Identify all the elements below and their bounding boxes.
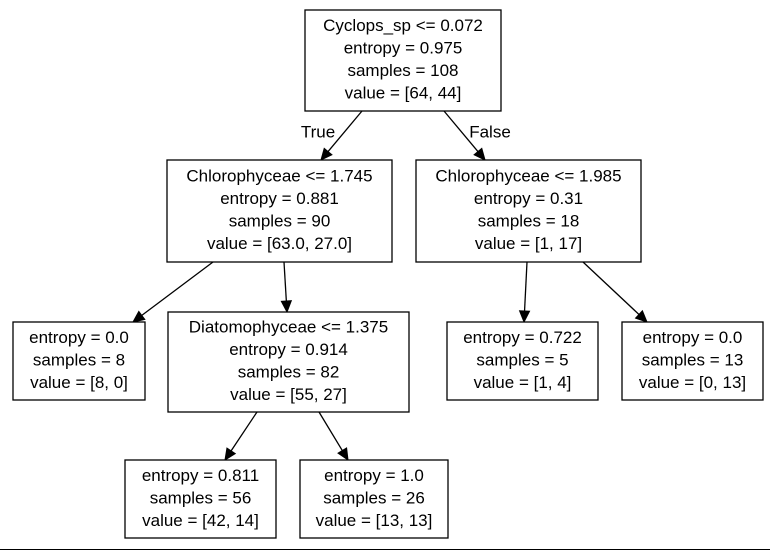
node-box bbox=[415, 159, 642, 263]
edge-n1-n3 bbox=[132, 261, 214, 323]
arrowhead-icon bbox=[224, 447, 237, 462]
tree-node-n7: entropy = 0.811 samples = 56 value = [42, … bbox=[124, 459, 277, 539]
node-line: entropy = 0.811 bbox=[142, 466, 259, 485]
node-line: entropy = 0.0 bbox=[643, 328, 743, 347]
node-box bbox=[167, 311, 410, 413]
arrowhead-icon bbox=[518, 310, 531, 324]
edge-line bbox=[141, 261, 214, 316]
edge-line bbox=[283, 261, 287, 302]
tree-node-n3: entropy = 0.0 samples = 8 value = [8, 0] bbox=[12, 321, 146, 401]
node-line: value = [42, 14] bbox=[142, 511, 259, 530]
edge-line bbox=[443, 110, 479, 152]
arrowhead-icon bbox=[280, 300, 293, 314]
node-line: entropy = 0.881 bbox=[220, 189, 339, 208]
edge-line bbox=[523, 261, 528, 312]
edge-line bbox=[318, 411, 343, 451]
edge-root-n2: False bbox=[443, 110, 511, 161]
node-line: entropy = 0.0 bbox=[29, 328, 129, 347]
node-line: value = [1, 4] bbox=[474, 373, 572, 392]
node-line: Cyclops_sp <= 0.072 bbox=[323, 16, 483, 35]
node-line: value = [64, 44] bbox=[345, 84, 462, 103]
arrowhead-icon bbox=[337, 447, 349, 462]
node-line: value = [63.0, 27.0] bbox=[207, 234, 352, 253]
nodes-layer: Cyclops_sp <= 0.072 entropy = 0.975 sample… bbox=[12, 9, 764, 539]
edge-n1-n4 bbox=[280, 261, 293, 314]
node-line: Chlorophyceae <= 1.745 bbox=[186, 167, 372, 186]
node-line: samples = 108 bbox=[347, 61, 458, 80]
edge-n2-n6 bbox=[582, 261, 648, 323]
tree-node-n2: Chlorophyceae <= 1.985 entropy = 0.31 samp… bbox=[415, 159, 642, 263]
node-line: samples = 5 bbox=[476, 350, 568, 369]
tree-node-n6: entropy = 0.0 samples = 13 value = [0, 13] bbox=[621, 321, 764, 401]
node-line: samples = 18 bbox=[478, 212, 580, 231]
node-line: samples = 82 bbox=[238, 363, 340, 382]
edge-label-true: True bbox=[301, 122, 335, 141]
edges-layer: True False bbox=[132, 110, 648, 462]
tree-node-root: Cyclops_sp <= 0.072 entropy = 0.975 sample… bbox=[304, 9, 502, 112]
node-line: samples = 56 bbox=[150, 488, 252, 507]
node-line: samples = 13 bbox=[642, 350, 744, 369]
tree-node-n8: entropy = 1.0 samples = 26 value = [13, 13… bbox=[299, 459, 449, 539]
node-box bbox=[299, 459, 449, 539]
node-line: entropy = 0.914 bbox=[229, 340, 348, 359]
arrowhead-icon bbox=[634, 309, 648, 323]
node-box bbox=[124, 459, 277, 539]
node-line: value = [0, 13] bbox=[639, 373, 746, 392]
arrowhead-icon bbox=[473, 147, 486, 161]
edge-n2-n5 bbox=[518, 261, 531, 324]
node-line: samples = 26 bbox=[323, 488, 425, 507]
node-box bbox=[621, 321, 764, 401]
node-line: samples = 90 bbox=[229, 212, 331, 231]
edge-line bbox=[327, 110, 363, 152]
arrowhead-icon bbox=[320, 147, 333, 161]
node-box bbox=[446, 321, 599, 401]
node-line: value = [8, 0] bbox=[30, 373, 128, 392]
node-line: entropy = 1.0 bbox=[324, 466, 424, 485]
edge-n4-n7 bbox=[224, 411, 258, 462]
tree-node-n5: entropy = 0.722 samples = 5 value = [1, 4] bbox=[446, 321, 599, 401]
node-line: entropy = 0.975 bbox=[344, 39, 463, 58]
edge-line bbox=[582, 261, 640, 315]
arrowhead-icon bbox=[132, 310, 146, 323]
edge-label-false: False bbox=[469, 122, 511, 141]
node-box bbox=[12, 321, 146, 401]
edge-root-n1: True bbox=[301, 110, 363, 161]
node-line: entropy = 0.722 bbox=[463, 328, 582, 347]
node-box bbox=[166, 159, 393, 263]
tree-node-n1: Chlorophyceae <= 1.745 entropy = 0.881 sam… bbox=[166, 159, 393, 263]
node-line: samples = 8 bbox=[33, 350, 125, 369]
node-line: Diatomophyceae <= 1.375 bbox=[189, 318, 388, 337]
node-line: value = [55, 27] bbox=[230, 385, 347, 404]
node-line: Chlorophyceae <= 1.985 bbox=[435, 167, 621, 186]
edge-n4-n8 bbox=[318, 411, 349, 462]
node-box bbox=[304, 9, 502, 112]
node-line: value = [13, 13] bbox=[316, 511, 433, 530]
node-line: value = [1, 17] bbox=[475, 234, 582, 253]
edge-line bbox=[230, 411, 258, 452]
node-line: entropy = 0.31 bbox=[474, 189, 583, 208]
tree-node-n4: Diatomophyceae <= 1.375 entropy = 0.914 sa… bbox=[167, 311, 410, 413]
